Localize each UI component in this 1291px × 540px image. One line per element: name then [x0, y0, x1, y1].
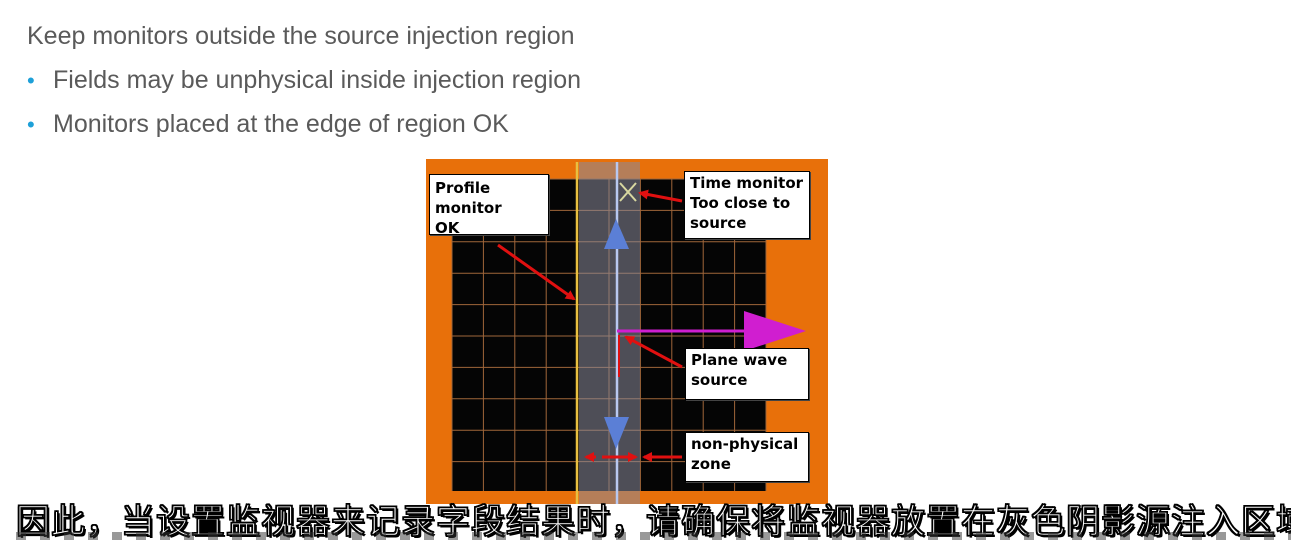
plane-wave-label: Plane wave source	[685, 348, 809, 400]
subtitle-second-line	[16, 532, 1291, 540]
injection-zone	[579, 162, 640, 504]
pointer-time	[638, 189, 683, 203]
profile-monitor-label: Profile monitor OK	[429, 174, 549, 237]
time-monitor-label: Time monitor Too close to source	[684, 171, 810, 239]
time-monitor-icon	[619, 182, 637, 202]
simulation-figure: Profile monitor OK Time monitor Too clos…	[426, 159, 828, 504]
bullet-dot-icon: •	[27, 68, 35, 93]
pointer-plane	[624, 335, 683, 369]
bullet-item: • Fields may be unphysical inside injecti…	[27, 66, 581, 95]
blue-arrow-down-icon	[604, 417, 629, 449]
bullet-item: • Monitors placed at the edge of region O…	[27, 110, 509, 139]
blue-arrow-up-icon	[604, 219, 629, 249]
pointer-profile	[497, 243, 576, 301]
non-physical-zone-label: non-physical zone	[685, 432, 809, 482]
slide-heading: Keep monitors outside the source injecti…	[27, 22, 575, 50]
bullet-dot-icon: •	[27, 112, 35, 137]
bullet-text: Monitors placed at the edge of region OK	[53, 110, 509, 138]
propagation-arrow-icon	[744, 311, 806, 351]
bullet-text: Fields may be unphysical inside injectio…	[53, 66, 582, 94]
